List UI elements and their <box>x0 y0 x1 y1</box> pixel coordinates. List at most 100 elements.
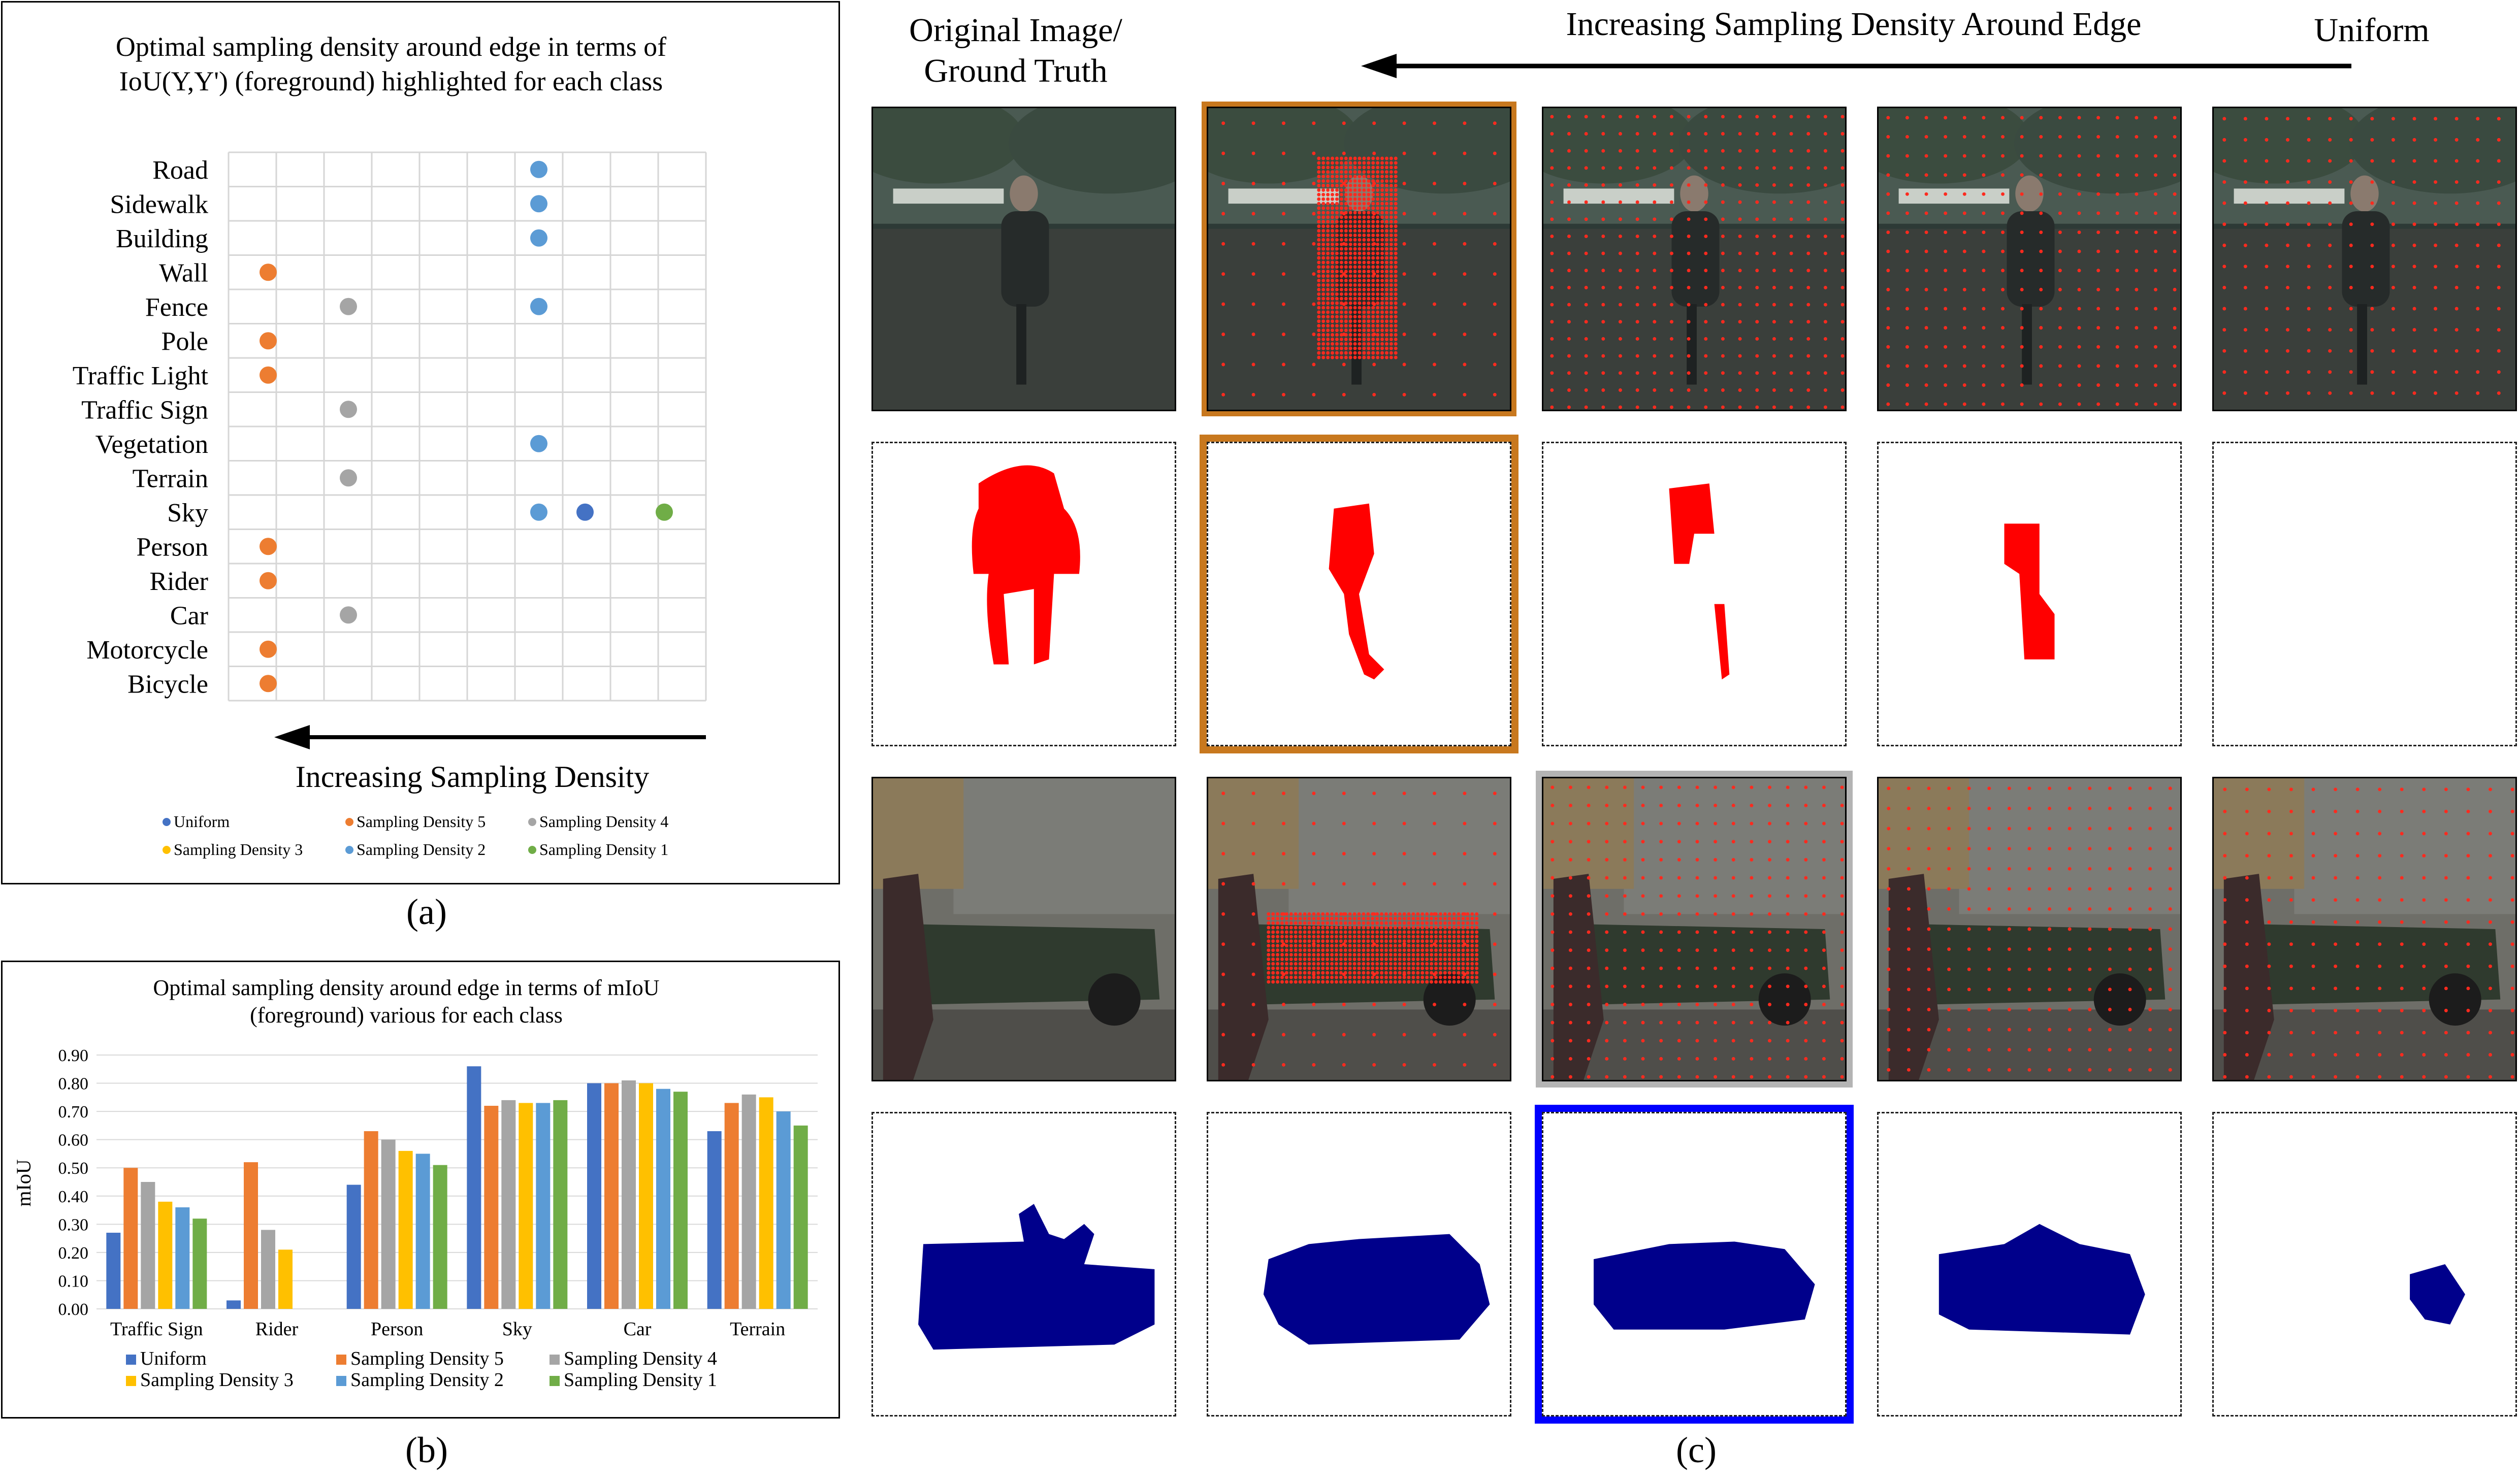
sample-point <box>1402 939 1406 943</box>
sample-point <box>1276 948 1280 952</box>
sample-point <box>2434 391 2438 395</box>
sample-point <box>1947 967 1951 971</box>
sample-point <box>1294 971 1298 975</box>
sample-point <box>2245 942 2249 946</box>
sample-point <box>2027 1068 2031 1072</box>
sample-point <box>1669 337 1673 341</box>
bar <box>415 1154 430 1309</box>
sample-point <box>1944 326 1948 330</box>
sample-point <box>2412 243 2416 247</box>
sample-point <box>1750 858 1754 862</box>
bike-wheel <box>1687 304 1697 385</box>
sample-point <box>1298 935 1302 939</box>
sample-point <box>2128 786 2132 791</box>
car-wheel <box>1088 973 1141 1026</box>
sample-point <box>1721 354 1725 358</box>
sample-point <box>1568 1075 1572 1079</box>
sample-point <box>1331 315 1334 319</box>
sample-point <box>1987 786 1991 791</box>
sample-point <box>1344 166 1348 170</box>
sample-point <box>1362 229 1366 233</box>
sample-point <box>2476 201 2480 205</box>
sample-point <box>1251 363 1255 367</box>
sample-point <box>1267 948 1271 952</box>
sample-point <box>1339 953 1343 957</box>
sample-point <box>2412 328 2416 332</box>
sample-point <box>1371 351 1375 355</box>
sample-point <box>1806 115 1811 119</box>
sample-point <box>2412 138 2416 142</box>
sample-point <box>2027 827 2031 831</box>
sample-point <box>2286 349 2289 353</box>
legend-label: Sampling Density 4 <box>539 812 669 831</box>
sample-point <box>1331 179 1334 183</box>
sample-point <box>1339 279 1343 283</box>
sample-point <box>1907 967 1911 971</box>
sample-point <box>2245 832 2249 836</box>
sample-point <box>2088 867 2092 871</box>
sample-point <box>2311 1053 2315 1057</box>
sample-point <box>1905 135 1909 139</box>
sample-point <box>1721 217 1725 221</box>
sample-point <box>1402 926 1406 930</box>
sample-point <box>2444 1075 2448 1079</box>
sample-point <box>1738 217 1742 221</box>
sample-point <box>1550 984 1555 989</box>
sample-point <box>1353 355 1357 359</box>
sample-point <box>1380 315 1384 319</box>
sample-point <box>1317 342 1321 346</box>
sample-point <box>1659 876 1663 880</box>
sample-point <box>1339 355 1343 359</box>
sample-point <box>2476 117 2480 121</box>
mask-pred-car-small <box>2212 1112 2517 1417</box>
sample-point <box>1326 234 1330 237</box>
sample-point <box>1344 310 1348 314</box>
sample-point <box>1367 265 1371 269</box>
sample-point <box>2058 402 2062 406</box>
sample-point <box>1567 303 1571 307</box>
mask-ground-truth-bicycle <box>871 442 1176 746</box>
sample-point <box>1402 151 1406 155</box>
sample-point <box>2412 349 2416 353</box>
sample-point <box>1601 371 1605 375</box>
sample-point <box>2265 328 2269 332</box>
sample-point <box>1221 882 1225 886</box>
sample-point <box>1443 953 1447 957</box>
sample-point <box>2355 1031 2360 1035</box>
sample-point <box>1466 912 1470 916</box>
panel-c-caption: (c) <box>1676 1430 1717 1470</box>
sample-point <box>2489 964 2492 968</box>
sample-point <box>1402 962 1406 966</box>
sample-point <box>1282 792 1285 796</box>
sample-point <box>2307 370 2311 374</box>
sample-point <box>1358 292 1362 296</box>
sample-point <box>1353 265 1357 269</box>
sample-point <box>1335 301 1339 305</box>
photo-sampled-bicycle <box>2212 107 2517 411</box>
sample-point <box>1389 234 1393 237</box>
sample-point <box>1326 242 1330 246</box>
sample-point <box>1321 220 1326 224</box>
sample-point <box>1623 1003 1627 1006</box>
sample-point <box>2067 967 2072 971</box>
sample-point <box>2173 154 2177 158</box>
sample-point <box>1433 242 1436 246</box>
sample-point <box>1358 238 1362 242</box>
sample-point <box>1376 179 1380 183</box>
sample-point <box>2476 159 2480 163</box>
sample-point <box>1321 921 1325 925</box>
photo-original-bicycle <box>871 107 1176 411</box>
sample-point <box>1362 337 1366 341</box>
sample-point <box>2154 383 2157 387</box>
sample-point <box>1335 229 1339 233</box>
sample-point <box>1653 269 1657 273</box>
sample-point <box>1393 948 1397 952</box>
sample-point <box>1944 192 1948 196</box>
sample-point <box>1348 166 1352 170</box>
sample-point <box>1335 170 1339 174</box>
sample-point <box>1312 975 1316 979</box>
mask-pred-bicycle-graphic <box>2004 523 2055 660</box>
sample-point <box>1352 966 1356 970</box>
sample-point <box>1695 1075 1699 1079</box>
sample-point <box>1362 274 1366 278</box>
